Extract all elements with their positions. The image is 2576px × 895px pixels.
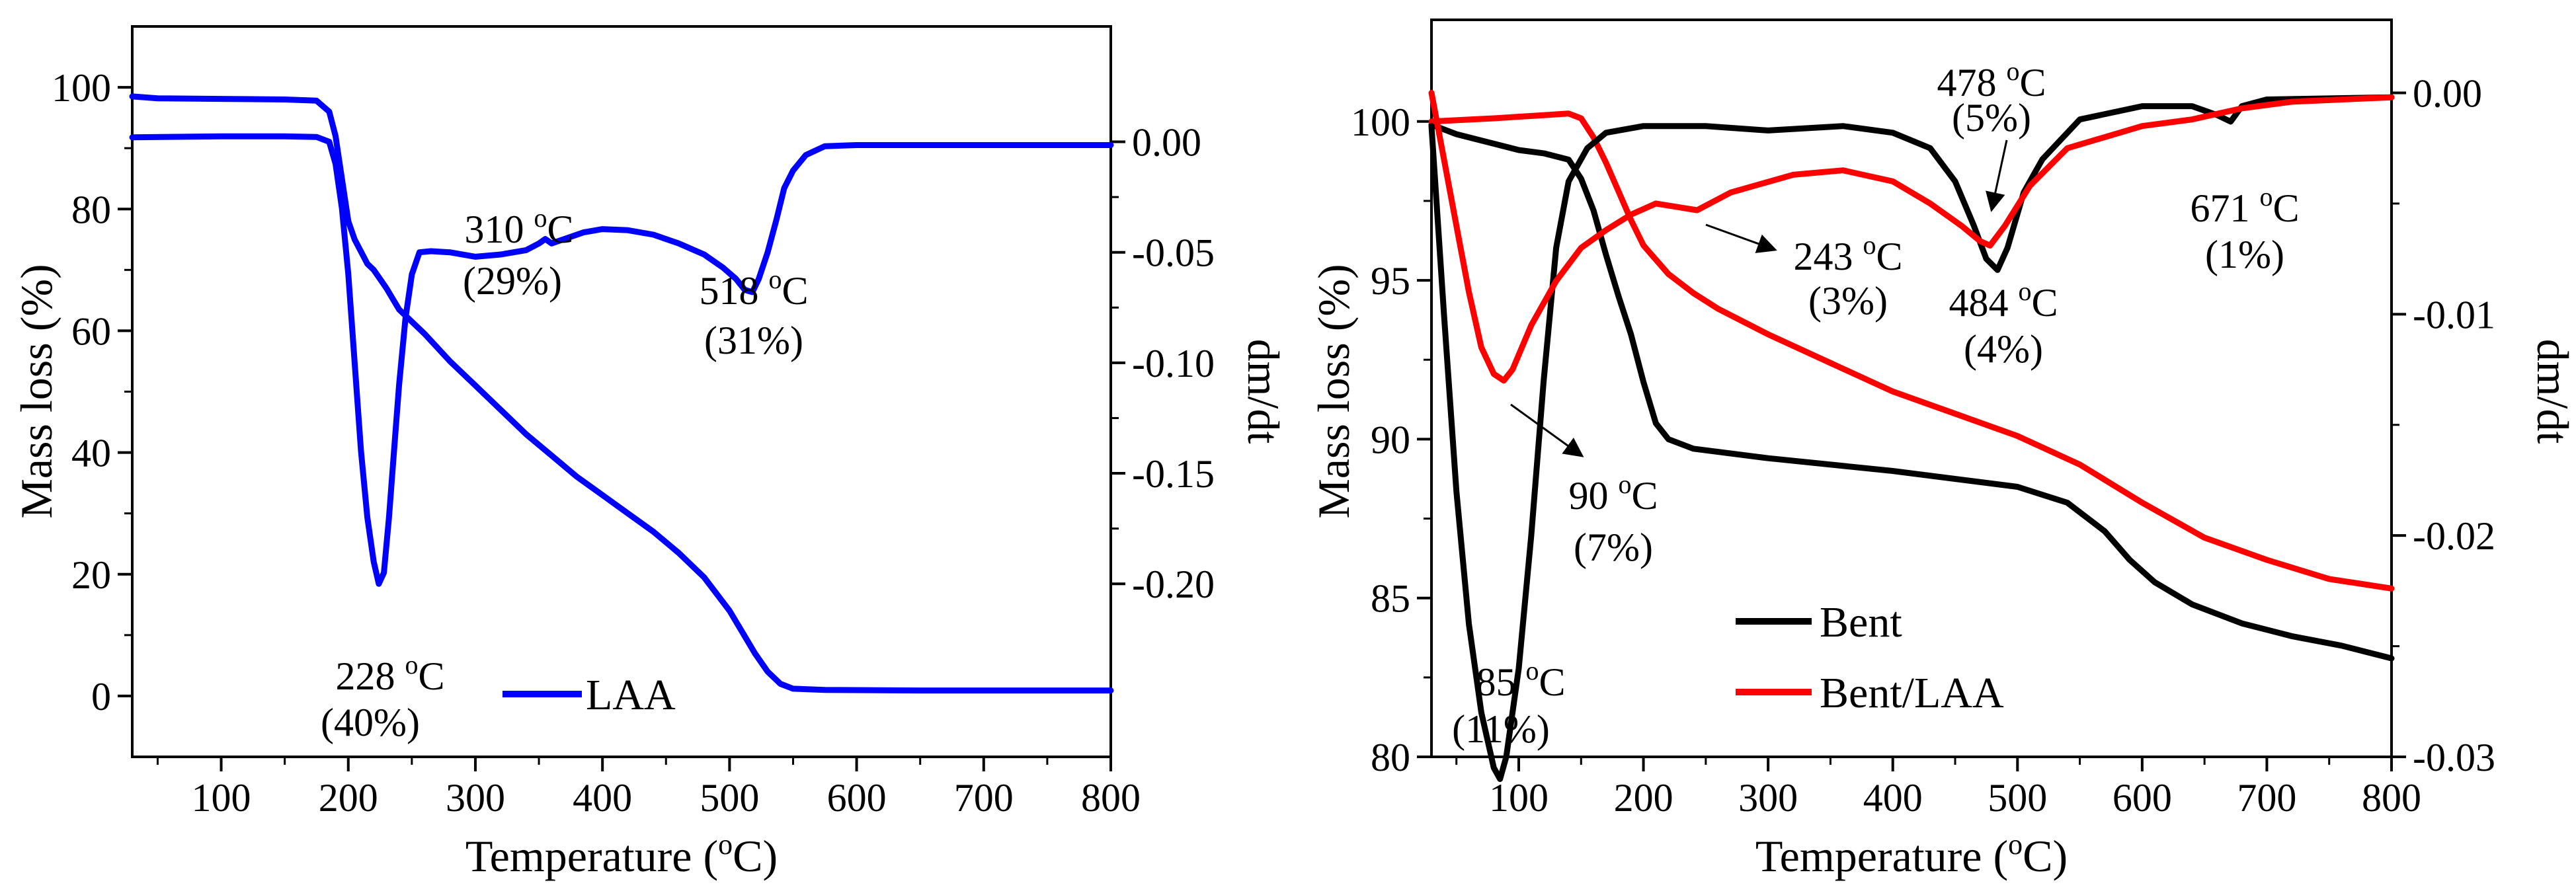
- svg-text:(40%): (40%): [321, 701, 420, 744]
- svg-text:310 oC: 310 oC: [464, 203, 573, 251]
- left-xtick-label-500: 500: [700, 776, 759, 820]
- legend-label-bent-laa: Bent/LAA: [1820, 669, 2004, 717]
- left-ytick-label-0: 0: [91, 675, 111, 719]
- left-ytick-label-40: 40: [71, 432, 111, 475]
- left-xtick-label-100: 100: [192, 776, 251, 820]
- right-ytick-label-80: 80: [1371, 736, 1410, 779]
- right-legend: Bent Bent/LAA: [1736, 598, 2004, 717]
- right-y2tick-label-0: 0.00: [2413, 71, 2482, 115]
- svg-text:243 oC: 243 oC: [1793, 230, 1902, 278]
- left-y2tick-label-4: -0.20: [1132, 563, 1215, 606]
- right-series-bent-dm-dt: [1428, 94, 2395, 782]
- annotation-310C: 310 oC (29%): [463, 203, 573, 303]
- right-y2tick-label-2: -0.02: [2413, 514, 2495, 558]
- right-y2-axis-label: dm/dt: [2528, 339, 2576, 444]
- legend-label-laa: LAA: [586, 671, 676, 719]
- right-x-axis-label: Temperature (oC): [1755, 828, 2068, 881]
- right-xtick-label-800: 800: [2362, 776, 2421, 820]
- left-ytick-label-60: 60: [71, 309, 111, 353]
- right-ytick-label-95: 95: [1371, 259, 1410, 303]
- right-y-axis-label: Mass loss (%): [1308, 264, 1359, 518]
- right-tga-chart: 100 200 300 400 500 600 700 800 80 85 90 95 100 0.0…: [1308, 19, 2576, 881]
- right-series-bent-laa: [1428, 110, 2395, 592]
- svg-text:(1%): (1%): [2205, 233, 2284, 276]
- left-x-ticks: 100 200 300 400 500 600 700 800: [156, 757, 1141, 820]
- right-y2tick-label-3: -0.03: [2413, 736, 2495, 779]
- left-y2tick-label-0: 0.00: [1132, 121, 1201, 165]
- right-xtick-label-600: 600: [2113, 776, 2172, 820]
- svg-text:(3%): (3%): [1808, 279, 1888, 323]
- left-x-axis-label: Temperature (oC): [465, 828, 778, 881]
- svg-text:85 oC: 85 oC: [1476, 656, 1565, 704]
- svg-text:(7%): (7%): [1574, 525, 1653, 569]
- svg-text:(11%): (11%): [1452, 707, 1550, 751]
- arrow-478C: [1986, 139, 2008, 212]
- svg-text:478 oC: 478 oC: [1937, 56, 2046, 104]
- right-xtick-label-100: 100: [1489, 776, 1549, 820]
- left-series-group: [129, 93, 1114, 694]
- right-ytick-label-90: 90: [1371, 418, 1410, 461]
- left-y-axis-label: Mass loss (%): [11, 264, 61, 518]
- right-y2-ticks: 0.00 -0.01 -0.02 -0.03: [2392, 71, 2495, 779]
- annotation-478C: 478 oC (5%): [1937, 56, 2046, 212]
- annotation-484C: 484 oC (4%): [1949, 276, 2058, 371]
- left-xtick-label-300: 300: [446, 776, 505, 820]
- left-y2tick-label-1: -0.05: [1132, 231, 1215, 275]
- legend-label-bent: Bent: [1820, 598, 1902, 646]
- left-y2-axis-label: dm/dt: [1238, 339, 1289, 444]
- left-y2-ticks: 0.00 -0.05 -0.10 -0.15 -0.20: [1111, 121, 1215, 606]
- svg-text:(31%): (31%): [704, 319, 803, 362]
- left-xtick-label-700: 700: [954, 776, 1014, 820]
- right-y2tick-label-1: -0.01: [2413, 293, 2495, 336]
- right-ytick-label-100: 100: [1351, 100, 1410, 144]
- left-xtick-label-400: 400: [573, 776, 632, 820]
- right-series-group: [1428, 90, 2395, 782]
- annotation-90C: 90 oC (7%): [1510, 403, 1658, 569]
- right-xtick-label-500: 500: [1988, 776, 2047, 820]
- svg-text:228 oC: 228 oC: [335, 650, 444, 698]
- right-plot-frame: [1430, 19, 2393, 758]
- left-series-laa-dm-dt: [129, 133, 1114, 587]
- arrow-243C: [1705, 223, 1777, 253]
- left-xtick-label-800: 800: [1081, 776, 1141, 820]
- right-xtick-label-200: 200: [1614, 776, 1673, 820]
- left-series-laa: [129, 93, 1114, 694]
- left-legend: LAA: [503, 671, 676, 719]
- left-ytick-label-80: 80: [71, 188, 111, 231]
- right-series-bent-laa-dm-dt: [1428, 90, 2395, 384]
- right-x-ticks: 100 200 300 400 500 600 700 800: [1455, 757, 2421, 820]
- left-y2tick-label-2: -0.10: [1132, 342, 1215, 385]
- svg-text:518 oC: 518 oC: [699, 264, 808, 313]
- svg-text:(4%): (4%): [1964, 327, 2043, 371]
- annotation-228C: 228 oC (40%): [321, 650, 444, 744]
- left-y-ticks: 0 20 40 60 80 100: [52, 66, 132, 719]
- right-xtick-label-700: 700: [2237, 776, 2296, 820]
- right-xtick-label-300: 300: [1738, 776, 1798, 820]
- right-y-ticks: 80 85 90 95 100: [1351, 100, 1431, 779]
- svg-text:671 oC: 671 oC: [2190, 182, 2299, 230]
- left-tga-chart: 100 200 300 400 500 600 700 800 0 20 40 60 80 100 0.…: [11, 25, 1289, 881]
- svg-text:(5%): (5%): [1952, 96, 2031, 139]
- right-series-bent: [1428, 122, 2395, 662]
- svg-text:484 oC: 484 oC: [1949, 276, 2058, 325]
- arrow-90C: [1510, 403, 1584, 457]
- annotation-243C: 243 oC (3%): [1705, 223, 1903, 323]
- svg-text:90 oC: 90 oC: [1568, 469, 1658, 518]
- left-xtick-label-600: 600: [827, 776, 887, 820]
- right-xtick-label-400: 400: [1863, 776, 1923, 820]
- annotation-671C: 671 oC (1%): [2190, 182, 2299, 276]
- left-ytick-label-20: 20: [71, 553, 111, 597]
- left-ytick-label-100: 100: [52, 66, 111, 110]
- svg-text:(29%): (29%): [463, 259, 562, 303]
- left-y2tick-label-3: -0.15: [1132, 452, 1215, 496]
- annotation-85C: 85 oC (11%): [1452, 656, 1565, 751]
- left-xtick-label-200: 200: [319, 776, 378, 820]
- annotation-518C: 518 oC (31%): [699, 264, 808, 362]
- right-ytick-label-85: 85: [1371, 577, 1410, 621]
